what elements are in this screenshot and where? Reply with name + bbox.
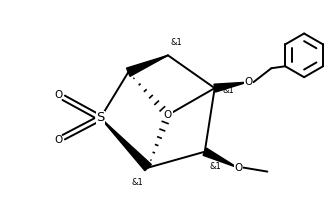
Text: &1: &1 bbox=[210, 162, 221, 171]
Text: O: O bbox=[234, 163, 243, 173]
Text: O: O bbox=[55, 90, 63, 100]
Text: O: O bbox=[55, 135, 63, 145]
Text: &1: &1 bbox=[131, 178, 143, 187]
Polygon shape bbox=[203, 148, 238, 168]
Text: S: S bbox=[96, 111, 105, 124]
Text: O: O bbox=[244, 77, 253, 87]
Text: &1: &1 bbox=[223, 86, 234, 95]
Polygon shape bbox=[127, 55, 168, 76]
Text: &1: &1 bbox=[171, 38, 183, 47]
Text: O: O bbox=[164, 110, 172, 120]
Polygon shape bbox=[100, 118, 151, 171]
Polygon shape bbox=[214, 82, 248, 92]
